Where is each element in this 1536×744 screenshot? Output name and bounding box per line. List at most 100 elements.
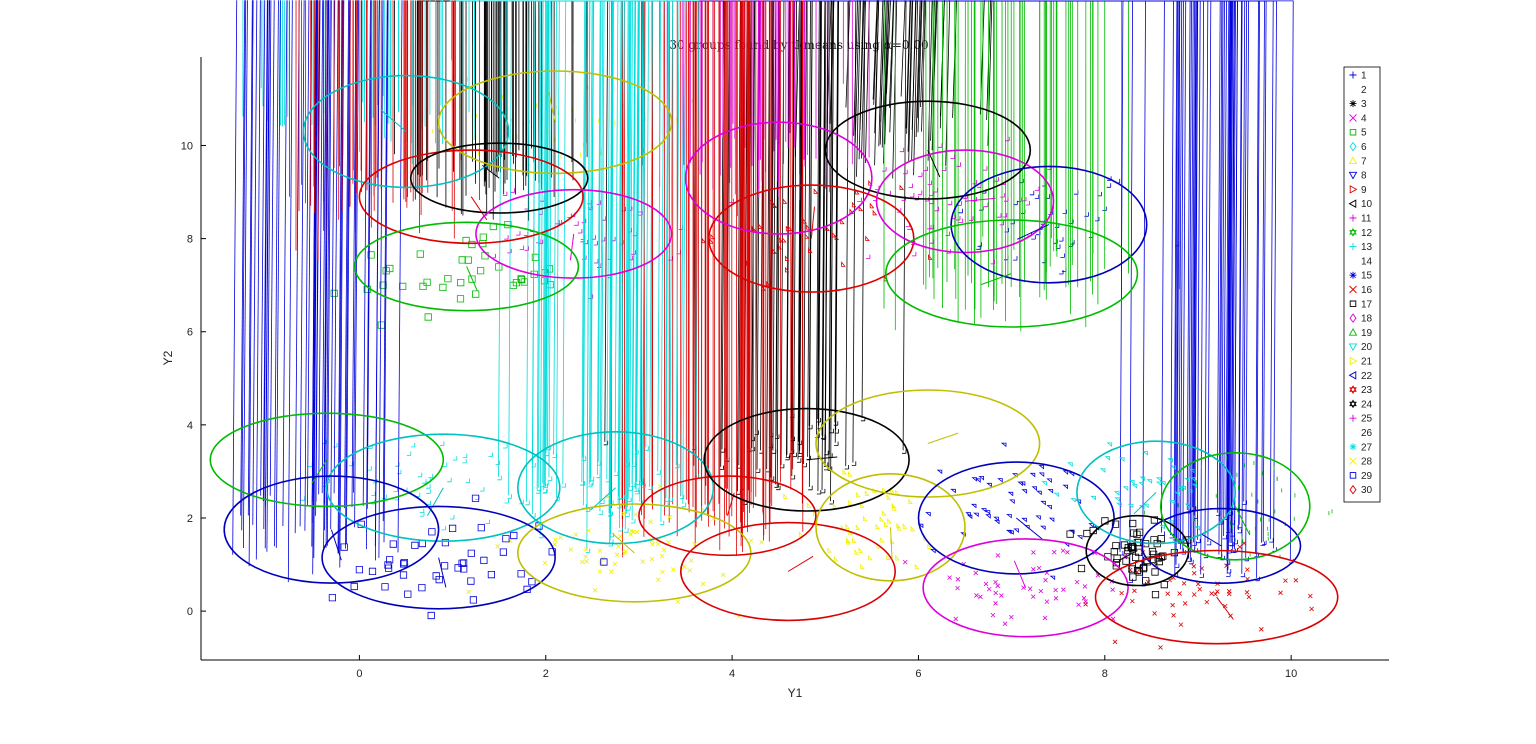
data-point: [435, 576, 443, 584]
data-point: [584, 559, 589, 564]
data-point: [339, 0, 345, 568]
data-point: [928, 254, 933, 260]
data-point: [1060, 548, 1066, 553]
data-point: [399, 282, 407, 290]
data-point: [748, 538, 754, 543]
data-point: [325, 0, 331, 548]
data-point: [264, 0, 270, 549]
data-point: [417, 472, 423, 478]
data-point: [886, 0, 891, 94]
cluster-axis-segment: [311, 459, 328, 484]
data-point: [865, 254, 871, 259]
legend-label-28: 28: [1361, 457, 1373, 468]
data-point: [985, 514, 991, 519]
data-point: [1153, 540, 1161, 548]
data-point: [995, 553, 1001, 558]
legend-label-25: 25: [1361, 414, 1373, 425]
data-point: [1131, 484, 1138, 489]
plot-area: [209, 0, 1339, 650]
data-point: [886, 190, 891, 196]
data-point: [1191, 564, 1197, 569]
data-point: [260, 0, 266, 496]
data-point: [553, 537, 558, 543]
data-point: [601, 216, 607, 221]
data-point: [1112, 542, 1120, 550]
data-point: [907, 0, 913, 152]
data-point: [887, 517, 892, 524]
data-point: [1084, 212, 1089, 217]
chart-title: 30 groups found by tkmeans using α=0.00: [669, 38, 928, 52]
data-point: [927, 180, 932, 185]
data-point: [758, 223, 763, 229]
data-point: [1159, 552, 1167, 560]
data-point: [504, 499, 509, 504]
data-point: [929, 224, 934, 230]
data-point: [406, 451, 412, 456]
cluster-ellipse: [516, 503, 752, 603]
data-point: [426, 489, 431, 494]
legend-label-26: 26: [1361, 428, 1373, 439]
cluster-ellipse: [922, 538, 1129, 638]
data-point: [1007, 491, 1014, 497]
data-point: [328, 594, 336, 602]
data-point: [853, 0, 859, 136]
data-point: [833, 555, 839, 562]
data-point: [1122, 486, 1129, 491]
data-point: [517, 275, 525, 283]
data-point: [933, 188, 938, 193]
data-point: [945, 0, 951, 166]
cluster-ellipse: [302, 74, 510, 189]
data-point: [444, 275, 452, 283]
y-axis-label: Y2: [161, 350, 175, 365]
data-point: [1017, 481, 1023, 487]
legend-marker-11: [1349, 214, 1357, 222]
data-point: [802, 217, 808, 224]
data-point: [1139, 565, 1147, 573]
legend-marker-20: [1348, 343, 1358, 352]
data-point: [1090, 495, 1096, 501]
data-point: [1215, 589, 1220, 594]
legend-label-29: 29: [1361, 471, 1373, 482]
data-point: [1158, 645, 1163, 650]
data-point: [366, 0, 372, 509]
data-point: [1184, 503, 1191, 509]
data-point: [851, 201, 857, 208]
cluster-axis-segment: [810, 206, 815, 239]
data-point: [1139, 476, 1146, 482]
legend-marker-24: [1349, 399, 1357, 409]
cluster-axis-segment: [1133, 492, 1157, 515]
data-point: [1112, 639, 1118, 645]
legend-marker-15: [1349, 271, 1357, 279]
data-point: [1110, 587, 1115, 593]
data-point: [995, 583, 1001, 589]
legend-marker-9: [1349, 185, 1358, 194]
x-tick-label: 4: [729, 668, 735, 680]
data-point: [955, 577, 961, 582]
data-point: [671, 567, 676, 572]
data-point: [873, 0, 879, 105]
data-point: [825, 225, 830, 231]
legend-marker-13: [1349, 243, 1357, 251]
data-point: [1062, 470, 1069, 475]
series-group-22: [232, 0, 403, 583]
data-point: [971, 477, 977, 482]
data-point: [655, 577, 661, 583]
x-tick-label: 8: [1102, 668, 1108, 680]
data-point: [872, 209, 878, 216]
cluster-axis-segment: [726, 492, 735, 516]
legend-label-24: 24: [1361, 399, 1373, 410]
data-point: [884, 0, 890, 145]
data-point: [659, 553, 665, 559]
data-point: [879, 515, 885, 522]
data-point: [829, 0, 835, 124]
data-point: [1083, 529, 1091, 538]
data-point: [783, 493, 788, 499]
data-point: [232, 0, 238, 555]
data-point: [1076, 535, 1083, 540]
cluster-axis-segment: [981, 273, 1012, 285]
data-point: [422, 479, 427, 484]
data-point: [1074, 579, 1080, 585]
data-point: [630, 529, 636, 535]
x-tick-label: 0: [356, 668, 362, 680]
data-point: [311, 0, 317, 503]
